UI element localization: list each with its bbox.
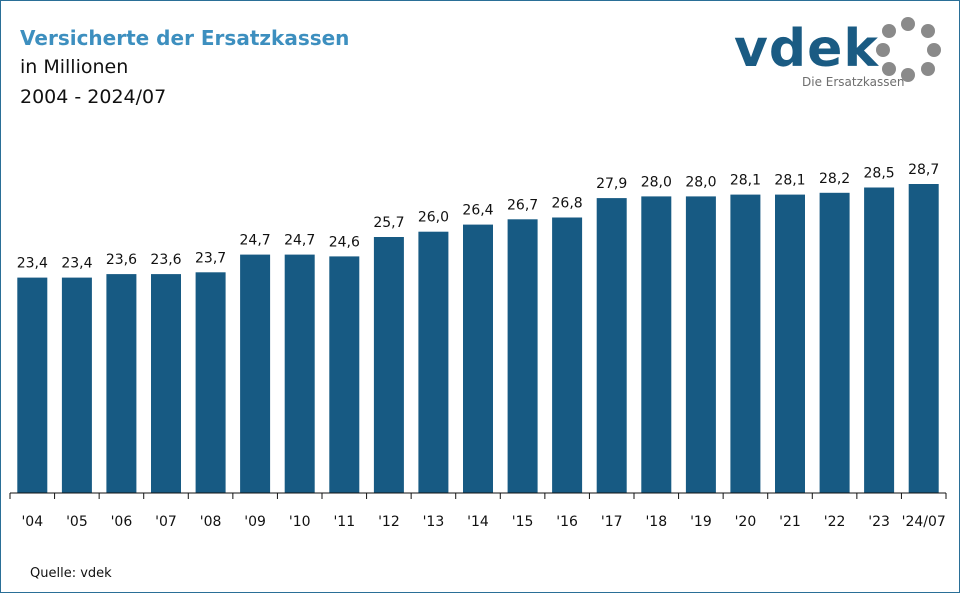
- bar: [552, 217, 583, 493]
- x-tick-label: '24/07: [902, 514, 946, 530]
- bar: [463, 224, 493, 493]
- x-tick-label: '12: [378, 514, 400, 530]
- chart-title: Versicherte der Ersatzkassen: [20, 26, 350, 50]
- bar: [775, 194, 805, 493]
- bar: [61, 277, 92, 493]
- x-tick-label: '07: [155, 514, 177, 530]
- value-label: 27,9: [596, 176, 627, 192]
- bar: [864, 187, 895, 493]
- value-label: 23,6: [150, 252, 181, 268]
- value-label: 28,2: [819, 171, 850, 187]
- logo-tagline: Die Ersatzkassen: [802, 75, 904, 89]
- value-label: 23,7: [195, 250, 226, 266]
- logo-wordmark: vdek: [734, 19, 879, 79]
- value-label: 24,7: [240, 233, 271, 249]
- source-note: Quelle: vdek: [30, 566, 112, 581]
- value-label: 24,6: [329, 234, 360, 250]
- bar: [106, 274, 137, 493]
- x-tick-label: '08: [200, 514, 222, 530]
- value-label: 28,0: [685, 174, 716, 190]
- value-label: 23,6: [106, 252, 137, 268]
- bar: [240, 254, 271, 493]
- bar: [17, 277, 48, 493]
- value-label: 26,8: [552, 196, 583, 212]
- x-tick-label: '09: [244, 514, 266, 530]
- x-tick-label: '18: [645, 514, 667, 530]
- x-tick-label: '15: [512, 514, 534, 530]
- bar: [641, 196, 672, 493]
- chart-period: 2004 - 2024/07: [20, 86, 167, 108]
- bar: [195, 272, 226, 493]
- x-tick-label: '04: [21, 514, 43, 530]
- x-tick-label: '16: [556, 514, 578, 530]
- x-tick-label: '22: [824, 514, 846, 530]
- value-label: 26,0: [418, 210, 449, 226]
- x-tick-label: '11: [333, 514, 355, 530]
- x-tick-label: '19: [690, 514, 712, 530]
- value-label: 28,7: [908, 162, 939, 178]
- bar: [373, 237, 404, 493]
- bar: [418, 231, 449, 493]
- x-ticks-group: [9, 493, 947, 499]
- value-label: 28,5: [864, 166, 895, 182]
- value-label: 25,7: [373, 215, 404, 231]
- ring-of-dots-icon: [876, 17, 941, 82]
- bars-group: [17, 184, 939, 494]
- bar: [596, 198, 627, 493]
- bar: [151, 274, 181, 493]
- value-label: 23,4: [17, 256, 48, 272]
- bar: [284, 254, 315, 493]
- value-label: 28,0: [641, 174, 672, 190]
- bar: [819, 192, 850, 494]
- x-tick-labels-group: '04 '05 '06 '07 '08 '09 '10 '11 '12 '13 '14 '15 '16 '…: [21, 514, 945, 530]
- vdek-logo: vdek Die Ersatzkassen: [734, 17, 941, 89]
- bar: [730, 194, 761, 493]
- x-tick-label: '23: [868, 514, 890, 530]
- bar: [507, 219, 538, 494]
- bar: [329, 256, 360, 493]
- value-label: 28,1: [774, 173, 805, 189]
- bar: [685, 196, 716, 493]
- value-label: 23,4: [61, 256, 92, 272]
- value-label: 26,4: [462, 203, 493, 219]
- value-label: 28,1: [730, 173, 761, 189]
- value-label: 24,7: [284, 233, 315, 249]
- value-label: 26,7: [507, 197, 538, 213]
- x-tick-label: '06: [111, 514, 133, 530]
- x-tick-label: '21: [779, 514, 801, 530]
- x-tick-label: '20: [735, 514, 757, 530]
- x-tick-label: '13: [423, 514, 445, 530]
- chart-subtitle: in Millionen: [20, 56, 129, 78]
- value-labels-group: 23,4 23,4 23,6 23,6 23,7 24,7 24,7 24,6 25,7 26,0…: [17, 162, 940, 272]
- x-tick-label: '10: [289, 514, 311, 530]
- x-tick-label: '14: [467, 514, 489, 530]
- x-tick-label: '05: [66, 514, 88, 530]
- bar: [908, 184, 939, 493]
- x-tick-label: '17: [601, 514, 623, 530]
